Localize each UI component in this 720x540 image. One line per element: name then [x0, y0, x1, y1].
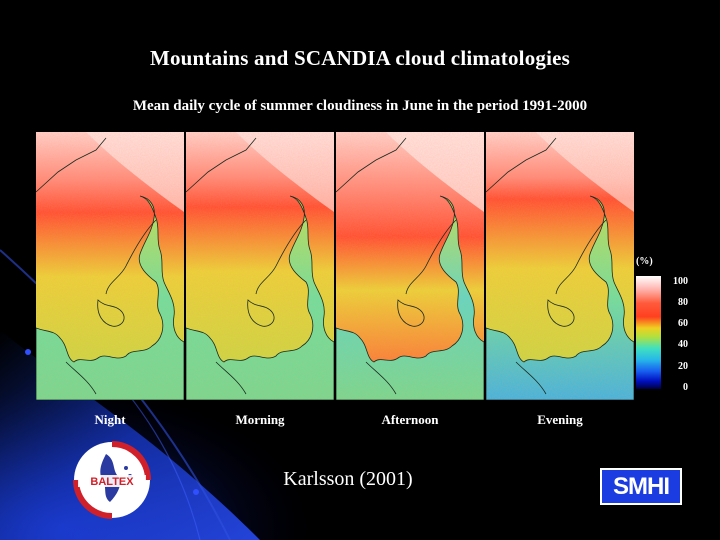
colorbar-tick: 80	[678, 297, 688, 308]
cloud-noise-texture	[486, 132, 634, 400]
coastline	[186, 195, 334, 400]
citation: Karlsson (2001)	[283, 468, 413, 490]
coastline	[486, 195, 634, 400]
colorbar-tick: 40	[678, 339, 688, 350]
baltex-logo: BALTEX	[73, 441, 151, 519]
cloud-noise-texture	[36, 132, 184, 400]
map-panel-evening	[486, 132, 634, 400]
slide-subtitle: Mean daily cycle of summer cloudiness in…	[132, 98, 588, 114]
cloud-map	[336, 132, 484, 400]
coastline	[186, 137, 307, 395]
cloud-map	[36, 132, 184, 400]
map-panel-morning	[186, 132, 334, 400]
panel-label-evening: Evening	[537, 412, 583, 427]
coastline	[547, 299, 575, 327]
colorbar-tick: 0	[683, 382, 688, 393]
cloud-map	[486, 132, 634, 400]
smhi-logo: SMHI	[600, 468, 682, 505]
coastline	[336, 195, 484, 400]
coastline	[397, 299, 425, 327]
slide-title: Mountains and SCANDIA cloud climatologie…	[149, 46, 571, 70]
coastline	[486, 137, 607, 395]
colorbar-tick: 100	[673, 276, 688, 287]
colorbar-tick: 20	[678, 361, 688, 372]
panel-label-afternoon: Afternoon	[381, 412, 439, 427]
panel-label-night: Night	[94, 412, 126, 427]
coastline	[36, 137, 157, 395]
panel-label-morning: Morning	[235, 412, 285, 427]
cloud-noise-texture	[186, 132, 334, 400]
cloud-map	[186, 132, 334, 400]
smhi-logo-text: SMHI	[602, 470, 680, 503]
map-panel-night	[36, 132, 184, 400]
map-panel-afternoon	[336, 132, 484, 400]
colorbar-tick: 60	[678, 318, 688, 329]
coastline	[97, 299, 125, 327]
baltex-logo-text: BALTEX	[90, 476, 134, 488]
colorbar-unit: (%)	[636, 256, 653, 267]
colorbar	[636, 276, 661, 389]
coastline	[36, 195, 184, 400]
coastline	[247, 299, 275, 327]
cloud-noise-texture	[336, 132, 484, 400]
coastline	[336, 137, 457, 395]
